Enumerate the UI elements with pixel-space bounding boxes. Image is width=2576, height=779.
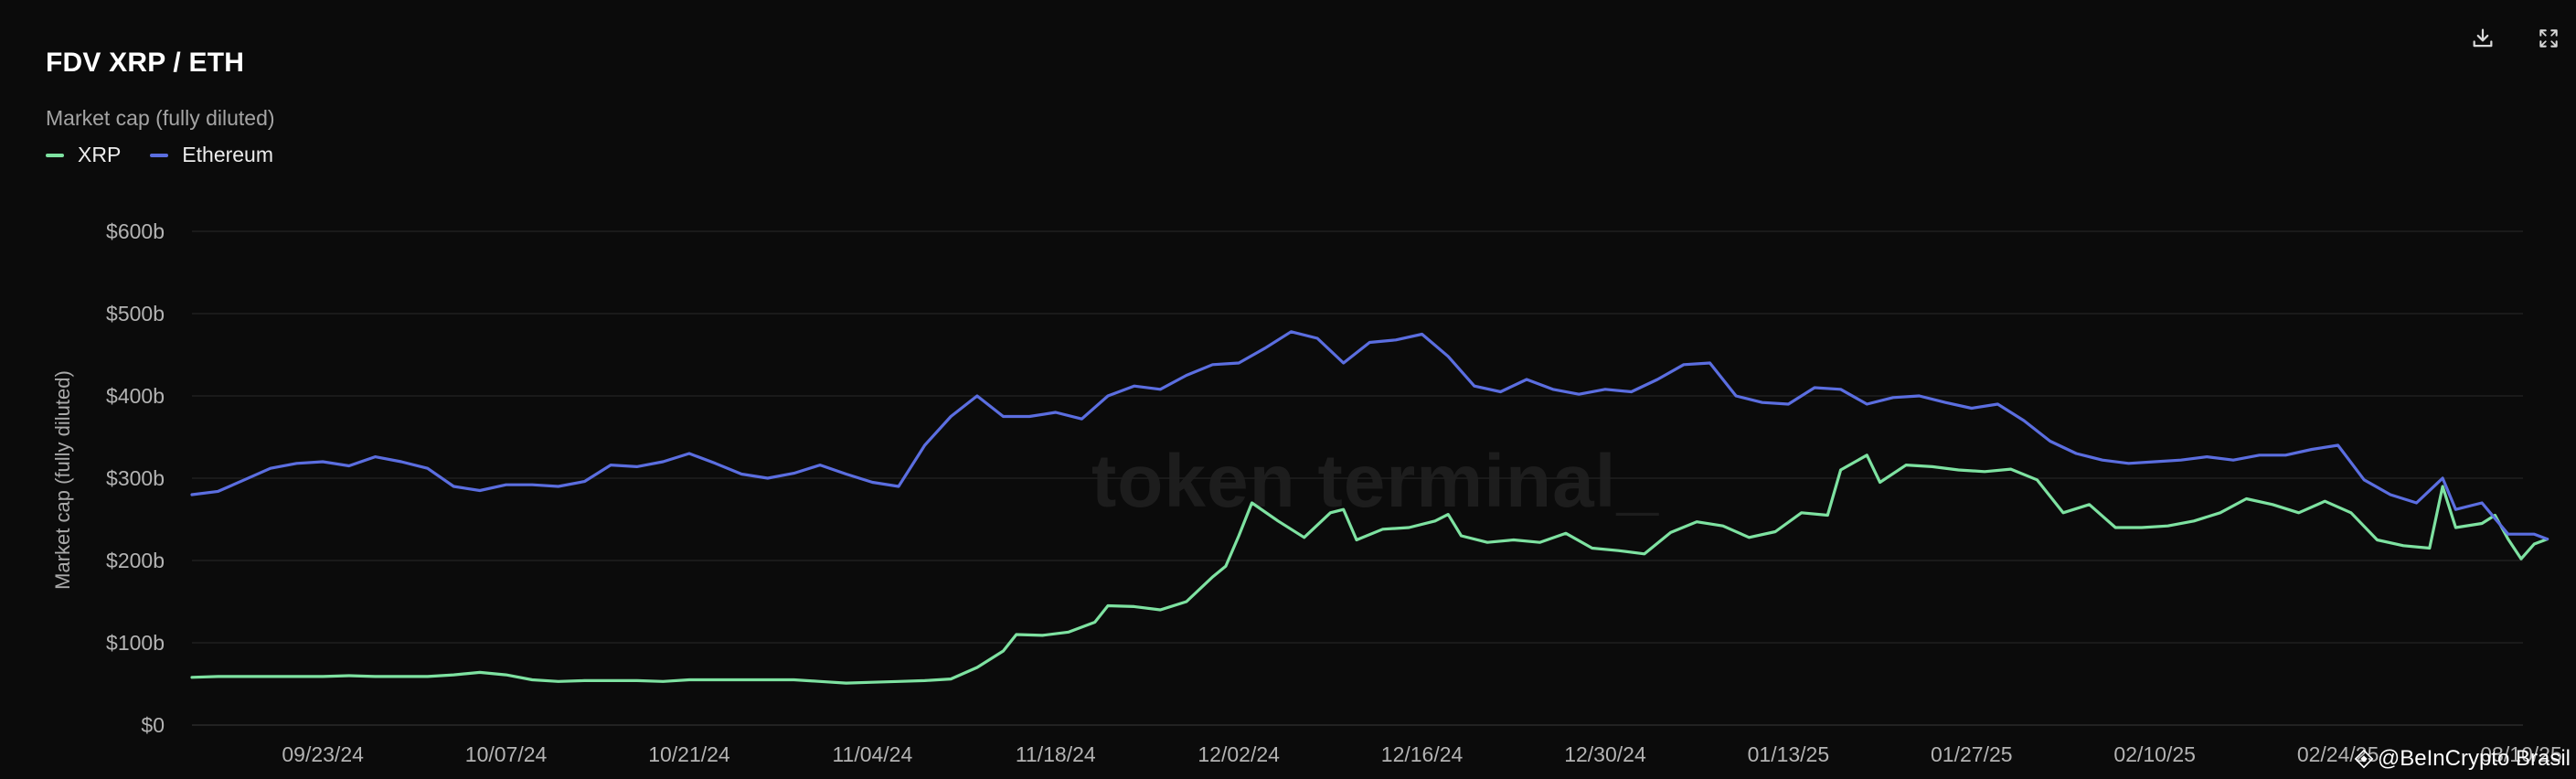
- chart-subtitle: Market cap (fully diluted): [46, 106, 275, 130]
- x-tick-label: 11/04/24: [832, 742, 912, 766]
- legend-label-xrp: XRP: [78, 143, 122, 166]
- x-tick-label: 02/10/25: [2113, 742, 2196, 766]
- series-line-xrp: [190, 454, 2549, 685]
- fullscreen-button[interactable]: [2530, 20, 2567, 57]
- download-button[interactable]: [2464, 20, 2501, 57]
- x-tick-label: 10/21/24: [648, 742, 730, 766]
- x-tick-label: 01/13/25: [1748, 742, 1830, 766]
- y-tick-label: $600b: [106, 219, 165, 243]
- watermark: token terminal_: [1091, 440, 1660, 523]
- binance-logo-icon: [2354, 749, 2374, 769]
- y-tick-label: $100b: [106, 631, 165, 655]
- legend-swatch-xrp: [46, 153, 64, 157]
- legend-swatch-ethereum: [150, 153, 169, 157]
- x-axis: 09/23/24 10/07/24 10/21/24 11/04/24 11/18/24…: [282, 742, 2561, 766]
- x-tick-label: 12/30/24: [1564, 742, 1646, 766]
- series-layer: [190, 330, 2549, 685]
- y-tick-label: $0: [141, 713, 165, 737]
- expand-icon: [2539, 29, 2558, 48]
- x-tick-label: 02/24/25: [2297, 742, 2379, 766]
- y-axis-label: Market cap (fully diluted): [51, 370, 74, 590]
- x-tick-label: 09/23/24: [282, 742, 364, 766]
- x-tick-label: 10/07/24: [465, 742, 548, 766]
- credit: @BeInCrypto Brasil: [2354, 746, 2571, 772]
- grid-layer: [192, 230, 2523, 726]
- y-tick-label: $400b: [106, 384, 165, 408]
- y-tick-label: $200b: [106, 549, 165, 572]
- download-icon: [2473, 28, 2493, 48]
- legend-item-ethereum[interactable]: Ethereum: [150, 143, 273, 167]
- legend-item-xrp[interactable]: XRP: [46, 143, 121, 167]
- series-line-ethereum: [190, 330, 2549, 541]
- x-tick-label: 12/02/24: [1198, 742, 1280, 766]
- y-tick-label: $500b: [106, 302, 165, 325]
- x-tick-label: 12/16/24: [1381, 742, 1464, 766]
- y-tick-label: $300b: [106, 466, 165, 490]
- x-tick-label: 03/10/25: [2480, 742, 2562, 766]
- chart-title: FDV XRP / ETH: [46, 48, 245, 78]
- x-tick-label: 11/18/24: [1016, 742, 1096, 766]
- legend: XRP Ethereum: [46, 143, 303, 167]
- legend-label-ethereum: Ethereum: [182, 143, 274, 166]
- x-tick-label: 01/27/25: [1931, 742, 2013, 766]
- y-axis: $0 $100b $200b $300b $400b $500b $600b: [106, 219, 165, 737]
- credit-text: @BeInCrypto Brasil: [2377, 746, 2571, 771]
